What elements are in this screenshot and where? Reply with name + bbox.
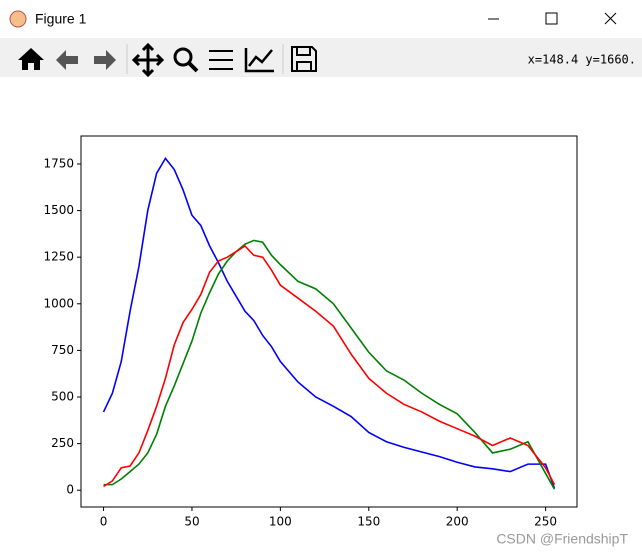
plot: 0 50 100 150 200 250 0 250 500 750 1000 1250 1500 175…	[43, 156, 557, 528]
x-tick-label: 150	[357, 515, 380, 529]
y-tick-label: 250	[51, 436, 74, 450]
close-button[interactable]	[604, 12, 617, 25]
y-tick-label: 1500	[43, 203, 74, 217]
zoom-handle	[187, 61, 199, 73]
cursor-coordinates: x=148.4 y=1660.	[528, 53, 636, 67]
configure-button[interactable]	[209, 50, 233, 70]
y-tick-label: 1750	[43, 156, 74, 170]
x-tick-label: 0	[100, 515, 108, 529]
back-button[interactable]	[56, 50, 78, 70]
toolbar-icons	[18, 42, 317, 78]
series-line	[102, 156, 556, 489]
y-tick-label: 750	[51, 343, 74, 357]
window-title: Figure 1	[35, 11, 87, 27]
save-button[interactable]	[291, 46, 317, 72]
forward-button[interactable]	[94, 50, 116, 70]
series-line	[103, 244, 556, 488]
app-icon	[9, 10, 27, 28]
series-line	[103, 239, 556, 490]
y-tick-label: 1250	[43, 250, 74, 264]
x-tick-label: 100	[269, 515, 292, 529]
home-button[interactable]	[18, 48, 44, 70]
y-tick-label: 500	[51, 390, 74, 404]
y-tick-label: 0	[66, 483, 74, 497]
x-tick-label: 200	[446, 515, 469, 529]
zoom-button[interactable]	[173, 47, 193, 67]
maximize-button[interactable]	[545, 12, 558, 25]
watermark: CSDN @FriendshipT	[496, 531, 628, 547]
y-tick-label: 1000	[43, 296, 74, 310]
x-tick-label: 250	[534, 515, 557, 529]
pan-button[interactable]	[131, 42, 165, 78]
x-tick-label: 50	[184, 515, 199, 529]
edit-button[interactable]	[244, 48, 274, 73]
